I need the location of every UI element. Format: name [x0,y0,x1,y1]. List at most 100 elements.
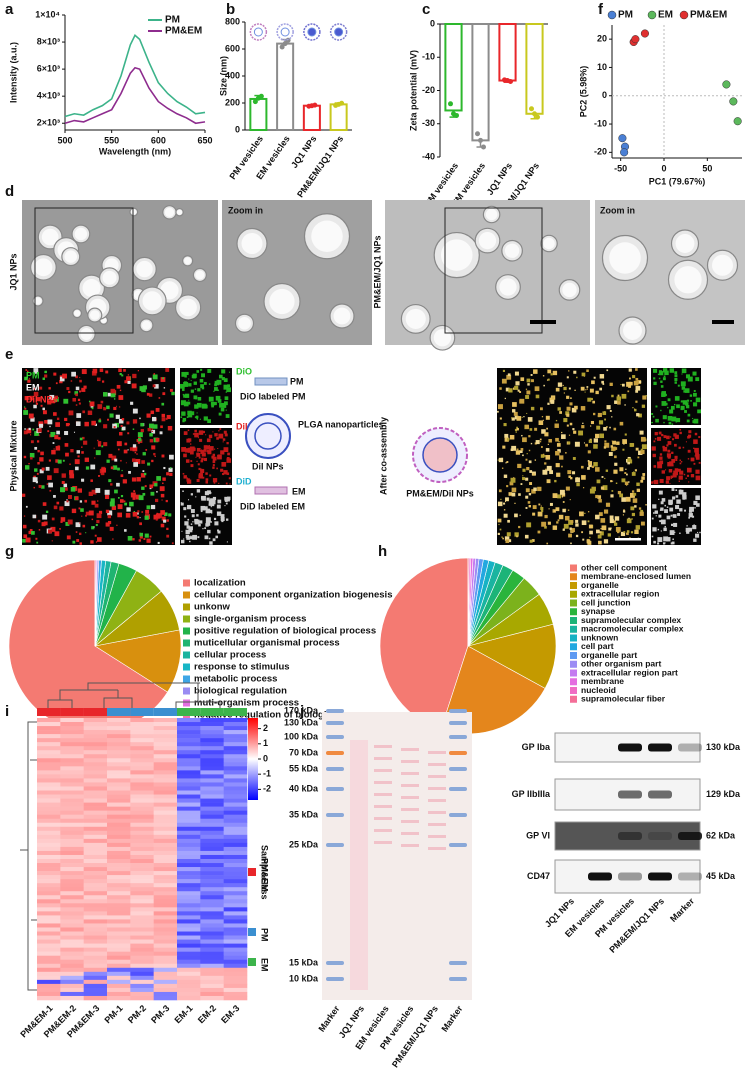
heat-cell [153,887,178,892]
speck [552,509,556,513]
blot-band [618,872,642,881]
speck [189,536,193,540]
speck [631,512,636,517]
heat-cell [223,734,248,739]
speck [200,510,203,513]
speck [180,383,185,389]
speck [566,413,570,417]
speck [671,488,675,491]
heat-cell [223,963,248,969]
speck [107,418,109,421]
heat-cell [130,762,154,767]
particle-core [238,316,251,330]
speck [671,459,676,463]
speck [504,500,507,503]
speck [541,429,546,434]
speck [604,440,607,443]
speck [552,493,558,499]
heat-cell [223,931,248,936]
speck [513,477,515,479]
speck [190,464,194,468]
speck [196,418,199,420]
heat-cell [60,983,84,989]
label: Sampleclass [260,845,270,900]
speck [65,452,69,457]
heat-cell [153,979,178,985]
speck [216,437,219,440]
speck [44,374,48,378]
speck [546,379,549,381]
speck [25,505,28,508]
speck [529,470,533,473]
speck [110,392,116,398]
speck [653,440,656,443]
speck [555,419,558,422]
speck [167,425,173,431]
data-point [279,44,285,50]
speck [183,431,188,435]
speck [32,477,38,483]
speck [693,524,695,526]
heat-cell [60,915,84,920]
heat-cell [177,846,201,852]
speck [652,527,657,532]
heat-cell [200,762,224,767]
speck [631,518,633,520]
sample-class-bar [223,708,247,716]
legend-label: response to stimulus [194,662,290,673]
speck [660,380,663,383]
blot-band [618,832,642,840]
legend-swatch [570,634,577,642]
speck [54,395,59,400]
speck [617,394,620,397]
speck [165,368,170,372]
speck [542,469,548,475]
speck [78,507,81,510]
speck [682,495,687,500]
speck [631,472,636,476]
speck [558,441,560,443]
legend-swatch [570,652,577,659]
heat-cell [107,842,131,848]
speck [28,427,31,431]
speck [511,445,517,451]
speck [598,499,602,503]
speck [686,530,690,534]
heat-cell [107,730,131,735]
speck [504,433,509,438]
speck [614,462,618,466]
label: PM [26,370,40,380]
heat-cell [107,782,131,787]
speck [657,542,660,545]
speck [677,384,680,387]
heat-cell [107,883,131,888]
speck [210,506,212,508]
speck [206,490,211,495]
legend-swatch [183,639,190,647]
speck [693,538,697,542]
speck [663,435,667,439]
heat-cell [153,786,178,791]
legend-swatch [570,617,577,624]
heat-cell [153,907,178,912]
speck [623,531,626,533]
speck [186,438,191,443]
heat-cell [37,742,61,747]
speck [182,393,185,396]
speck [212,456,217,461]
heat-cell [153,834,178,840]
speck [148,377,152,382]
speck [533,369,538,374]
heat-cell [177,826,201,832]
speck [144,533,149,538]
speck [608,527,612,531]
speck [154,455,156,458]
heat-cell [223,919,248,924]
speck [692,474,694,477]
heat-cell [153,911,178,916]
speck [31,531,35,535]
heat-cell [83,883,108,888]
heat-cell [153,762,178,767]
heat-cell [37,923,61,928]
speck [564,515,570,521]
